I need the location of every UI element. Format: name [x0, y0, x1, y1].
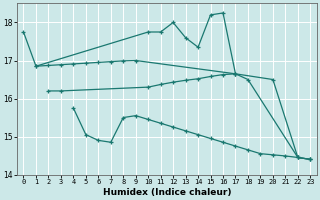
- X-axis label: Humidex (Indice chaleur): Humidex (Indice chaleur): [103, 188, 231, 197]
